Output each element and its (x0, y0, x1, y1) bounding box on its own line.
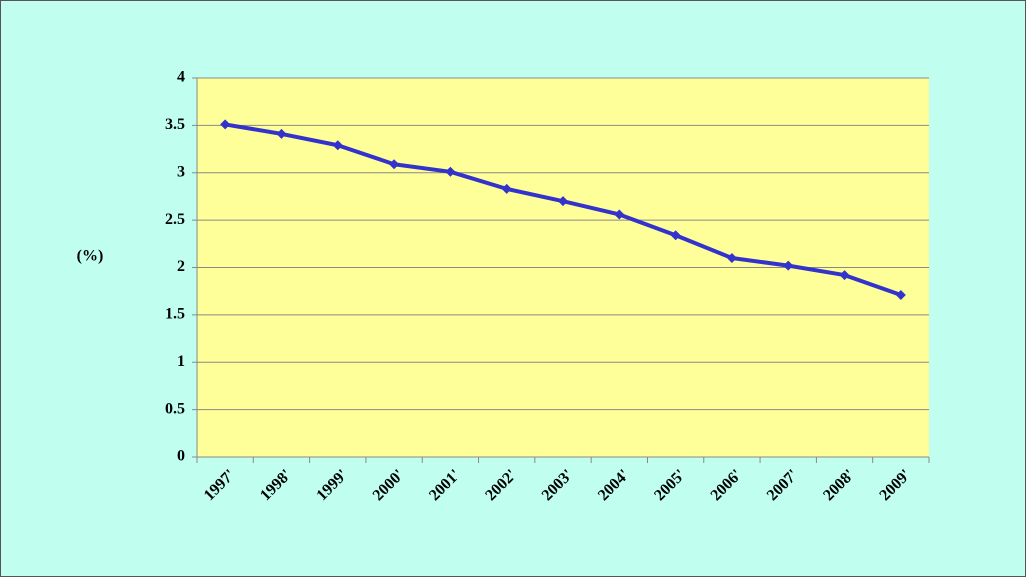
y-axis-label: (%) (77, 248, 104, 265)
y-tick-label: 3 (177, 163, 185, 180)
marker (670, 230, 681, 241)
marker (220, 119, 231, 130)
y-tick-label: 0.5 (165, 400, 185, 417)
marker (558, 196, 568, 207)
marker (445, 166, 456, 177)
marker (276, 128, 287, 139)
marker (332, 140, 343, 151)
y-tick-label: 2.5 (165, 211, 185, 228)
marker (783, 260, 794, 271)
y-tick-label: 2 (177, 258, 185, 275)
y-tick-label: 3.5 (165, 116, 185, 133)
y-tick-label: 1 (177, 353, 185, 370)
marker (501, 183, 512, 194)
y-tick-label: 1.5 (165, 306, 185, 323)
marker (839, 270, 850, 281)
y-tick-label: 0 (177, 448, 185, 465)
y-tick-label: 4 (177, 69, 185, 86)
marker (389, 159, 400, 170)
marker (895, 289, 906, 300)
marker (614, 209, 625, 220)
marker (726, 253, 737, 264)
